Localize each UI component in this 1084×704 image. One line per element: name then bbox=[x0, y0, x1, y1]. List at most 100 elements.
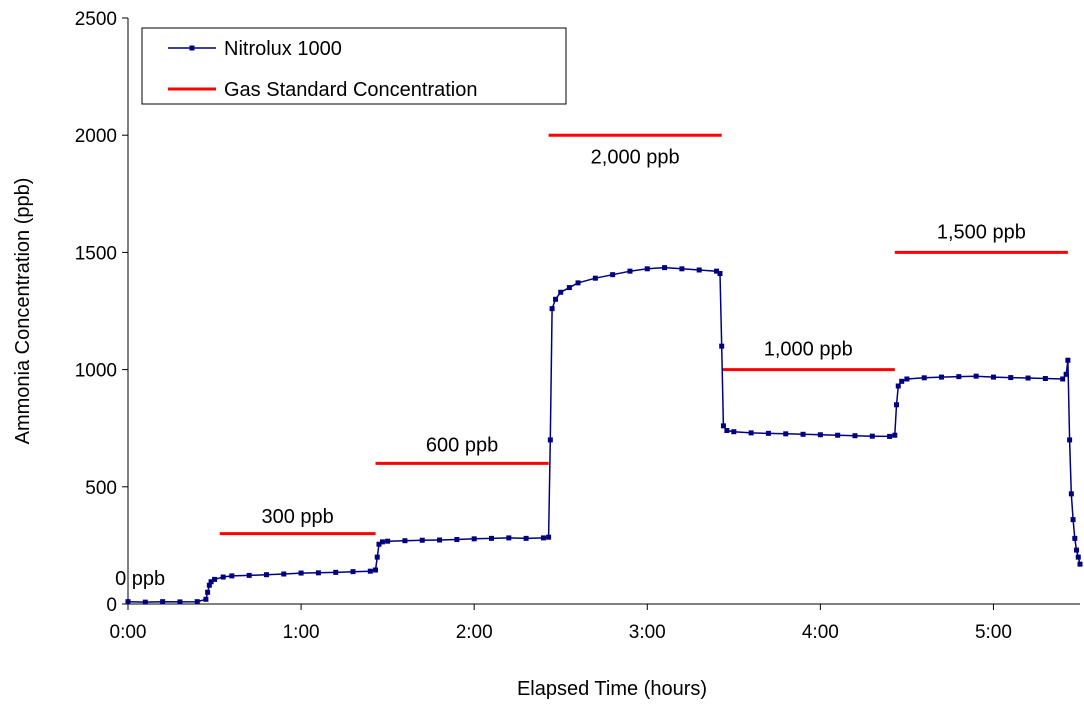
nitrolux-point bbox=[206, 582, 212, 588]
nitrolux-point bbox=[553, 296, 559, 302]
nitrolux-point bbox=[281, 571, 287, 577]
nitrolux-point bbox=[1072, 535, 1078, 541]
nitrolux-point bbox=[939, 374, 945, 380]
nitrolux-point bbox=[1074, 547, 1080, 553]
nitrolux-point bbox=[350, 569, 356, 575]
nitrolux-point bbox=[731, 429, 737, 435]
legend-marker-nitrolux bbox=[189, 45, 195, 51]
nitrolux-point bbox=[887, 433, 893, 439]
nitrolux-point bbox=[835, 432, 841, 438]
nitrolux-point bbox=[990, 374, 996, 380]
nitrolux-point bbox=[627, 268, 633, 274]
nitrolux-point bbox=[1008, 375, 1014, 381]
nitrolux-point bbox=[419, 537, 425, 543]
nitrolux-point bbox=[765, 430, 771, 436]
nitrolux-point bbox=[471, 536, 477, 542]
nitrolux-point bbox=[263, 572, 269, 578]
concentration-label: 0 ppb bbox=[115, 568, 165, 590]
nitrolux-point bbox=[1042, 376, 1048, 382]
nitrolux-point bbox=[662, 265, 668, 271]
nitrolux-point bbox=[547, 437, 553, 443]
nitrolux-point bbox=[177, 599, 183, 605]
nitrolux-point bbox=[506, 535, 512, 541]
nitrolux-point bbox=[1067, 437, 1073, 443]
nitrolux-point bbox=[817, 432, 823, 438]
nitrolux-point bbox=[379, 539, 385, 545]
gas-standard-series bbox=[219, 133, 1068, 536]
nitrolux-point bbox=[558, 289, 564, 295]
nitrolux-point bbox=[1077, 561, 1083, 567]
nitrolux-point bbox=[973, 373, 979, 379]
nitrolux-series bbox=[125, 265, 1083, 605]
legend-label-gas-standard: Gas Standard Concentration bbox=[224, 79, 478, 101]
nitrolux-point bbox=[1025, 375, 1031, 381]
nitrolux-point bbox=[719, 343, 725, 349]
nitrolux-point bbox=[894, 402, 900, 408]
concentration-label: 2,000 ppb bbox=[591, 146, 680, 168]
nitrolux-point bbox=[229, 573, 235, 579]
nitrolux-point bbox=[679, 266, 685, 272]
x-tick-label: 2:00 bbox=[456, 622, 493, 643]
nitrolux-point bbox=[892, 432, 898, 438]
nitrolux-point bbox=[205, 589, 211, 595]
nitrolux-point bbox=[748, 430, 754, 436]
legend-label-nitrolux: Nitrolux 1000 bbox=[224, 38, 342, 60]
nitrolux-point bbox=[194, 599, 200, 605]
nitrolux-point bbox=[644, 266, 650, 272]
nitrolux-point bbox=[724, 428, 730, 434]
nitrolux-point bbox=[717, 270, 723, 276]
concentration-label: 1,500 ppb bbox=[937, 221, 1026, 243]
nitrolux-point bbox=[333, 569, 339, 575]
nitrolux-point bbox=[714, 268, 720, 274]
nitrolux-point bbox=[1070, 517, 1076, 523]
nitrolux-point bbox=[203, 596, 209, 602]
nitrolux-point bbox=[800, 431, 806, 437]
nitrolux-line bbox=[127, 266, 1081, 603]
nitrolux-point bbox=[783, 431, 789, 437]
nitrolux-point bbox=[1060, 376, 1066, 382]
concentration-label: 600 ppb bbox=[426, 435, 498, 457]
legend-box bbox=[141, 27, 567, 105]
nitrolux-point bbox=[540, 535, 546, 541]
nitrolux-point bbox=[575, 280, 581, 286]
nitrolux-point bbox=[385, 538, 391, 544]
nitrolux-point bbox=[373, 567, 379, 573]
nitrolux-point bbox=[1075, 554, 1081, 560]
nitrolux-point bbox=[549, 306, 555, 312]
nitrolux-point bbox=[208, 579, 214, 585]
nitrolux-point bbox=[488, 535, 494, 541]
nitrolux-point bbox=[374, 554, 380, 560]
nitrolux-point bbox=[1065, 357, 1071, 363]
x-tick-label: 5:00 bbox=[975, 622, 1012, 643]
x-axis-title: Elapsed Time (hours) bbox=[517, 678, 707, 700]
y-axis-title: Ammonia Concentration (ppb) bbox=[12, 178, 34, 445]
y-tick-label: 0 bbox=[106, 595, 117, 616]
x-tick-labels: 0:00 1:00 2:00 3:00 4:00 5:00 bbox=[110, 604, 1012, 643]
x-tick-label: 0:00 bbox=[110, 622, 147, 643]
nitrolux-point bbox=[1068, 491, 1074, 497]
nitrolux-point bbox=[220, 574, 226, 580]
concentration-label: 300 ppb bbox=[261, 506, 333, 528]
nitrolux-point bbox=[523, 535, 529, 541]
nitrolux-point bbox=[367, 568, 373, 574]
plot-area bbox=[128, 18, 1080, 604]
y-tick-label: 1000 bbox=[75, 361, 117, 382]
nitrolux-point bbox=[921, 375, 927, 381]
annotations: 0 ppb 300 ppb 600 ppb 2,000 ppb 1,000 ppb 1,5… bbox=[115, 146, 1026, 590]
nitrolux-point bbox=[610, 272, 616, 278]
axes bbox=[127, 18, 1080, 605]
x-tick-label: 3:00 bbox=[629, 622, 666, 643]
nitrolux-point bbox=[142, 599, 148, 605]
nitrolux-point bbox=[376, 541, 382, 547]
nitrolux-point bbox=[160, 599, 166, 605]
nitrolux-point bbox=[437, 537, 443, 543]
y-tick-label: 500 bbox=[85, 478, 117, 499]
nitrolux-point bbox=[454, 537, 460, 543]
nitrolux-point bbox=[246, 572, 252, 578]
nitrolux-point bbox=[212, 576, 218, 582]
y-tick-label: 1500 bbox=[75, 243, 117, 264]
nitrolux-point bbox=[720, 423, 726, 429]
nitrolux-point bbox=[899, 378, 905, 384]
nitrolux-point bbox=[904, 376, 910, 382]
